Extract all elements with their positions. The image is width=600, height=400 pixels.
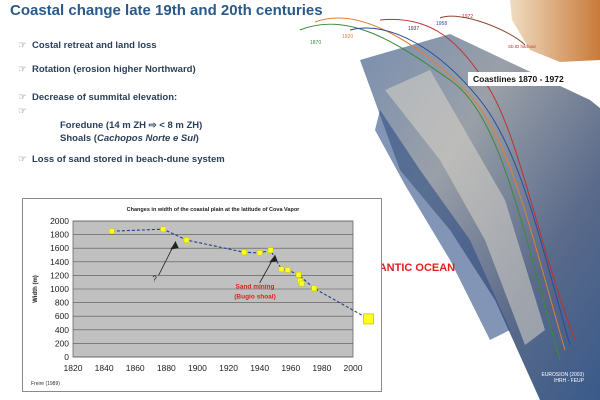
x-tick-label: 1940	[250, 363, 269, 373]
chart-source: Freire (1989)	[31, 381, 60, 387]
x-tick-label: 1900	[188, 363, 207, 373]
y-tick-label: 2000	[50, 216, 69, 226]
sand-mining-arrowhead	[269, 255, 278, 263]
map-year-label: 1958	[436, 21, 447, 27]
pointing-hand-icon: ☞	[18, 92, 27, 103]
endpoint-marker	[363, 313, 374, 325]
chart-box: Changes in width of the coastal plain at…	[22, 198, 382, 392]
ocean-label: LANTIC OCEAN	[372, 262, 456, 274]
coastline-1958	[349, 27, 571, 346]
map-year-label: 1870	[310, 40, 321, 46]
harbour-label: Sb.ID harbour	[508, 44, 537, 49]
x-tick-label: 1880	[157, 363, 176, 373]
bullet-item: ☞ Loss of sand stored in beach-dune syste…	[18, 154, 225, 165]
shoals-line: Shoals (Cachopos Norte e Sul)	[60, 133, 199, 144]
y-axis-label: Width (m)	[33, 275, 39, 303]
bullet-item: ☞	[18, 106, 32, 117]
data-point	[298, 280, 305, 287]
bullet-item: ☞ Decrease of summital elevation:	[18, 92, 177, 103]
bugio-shoal-label: (Bugio shoal)	[234, 294, 276, 301]
data-point	[284, 267, 291, 273]
data-point	[295, 271, 302, 278]
pointing-hand-icon: ☞	[18, 106, 27, 117]
coastline-1972	[379, 18, 576, 341]
pointing-hand-icon: ☞	[18, 154, 27, 165]
data-point	[311, 285, 317, 292]
bullet-item: ☞ Rotation (erosion higher Northward)	[18, 64, 196, 75]
y-tick-label: 200	[55, 338, 69, 348]
x-tick-label: 1980	[312, 363, 331, 373]
y-tick-label: 1400	[50, 257, 69, 267]
data-point	[278, 266, 285, 273]
y-tick-label: 0	[64, 352, 69, 362]
y-tick-label: 800	[55, 298, 69, 308]
coastline-1920	[314, 17, 566, 351]
x-tick-label: 2000	[344, 363, 363, 373]
map-credit: EUROSION (2003) IHRH - FEUP	[541, 372, 584, 384]
width-chart: Changes in width of the coastal plain at…	[31, 207, 374, 387]
coastlines-label: Coastlines 1870 - 1972	[468, 72, 569, 86]
x-tick-label: 1960	[281, 363, 300, 373]
coastline-map: 1870 1920 1937 1958 1972 Sb.ID harbour	[299, 0, 600, 400]
y-tick-label: 1000	[50, 284, 69, 294]
x-tick-label: 1840	[95, 363, 114, 373]
data-point	[256, 250, 263, 256]
question-annotation: ?	[152, 275, 157, 284]
x-tick-label: 1920	[219, 363, 238, 373]
beach-band	[385, 70, 545, 345]
coastline-1870	[299, 23, 561, 361]
land-area	[510, 0, 600, 62]
y-tick-label: 600	[55, 311, 69, 321]
bullet-text: Loss of sand stored in beach-dune system	[32, 154, 225, 165]
data-point	[267, 247, 274, 253]
bullet-text: Costal retreat and land loss	[32, 40, 157, 51]
map-year-label: 1972	[462, 14, 473, 20]
pointing-hand-icon: ☞	[18, 40, 27, 51]
data-point	[183, 237, 190, 243]
data-point	[109, 228, 115, 234]
bullet-text: Decrease of summital elevation:	[32, 92, 178, 103]
data-point	[241, 249, 247, 256]
map-year-label: 1937	[408, 26, 419, 32]
question-arrowhead	[170, 241, 179, 250]
pointing-hand-icon: ☞	[18, 64, 27, 75]
sand-mining-label: Sand mining	[236, 283, 275, 290]
y-tick-label: 1200	[50, 270, 69, 280]
bullet-text: Rotation (erosion higher Northward)	[32, 64, 196, 75]
y-tick-label: 1600	[50, 243, 69, 253]
x-tick-label: 1860	[126, 363, 145, 373]
x-tick-label: 1820	[64, 363, 83, 373]
chart-title: Changes in width of the coastal plain at…	[127, 207, 301, 213]
bullet-item: ☞ Costal retreat and land loss	[18, 40, 157, 51]
foredune-line: Foredune (14 m ZH ⇨ < 8 m ZH)	[60, 120, 203, 131]
y-tick-label: 1800	[50, 230, 69, 240]
map-year-label: 1920	[342, 34, 353, 40]
y-tick-label: 400	[55, 325, 69, 335]
slide-title: Coastal change late 19th and 20th centur…	[10, 2, 323, 19]
data-point	[160, 226, 166, 232]
